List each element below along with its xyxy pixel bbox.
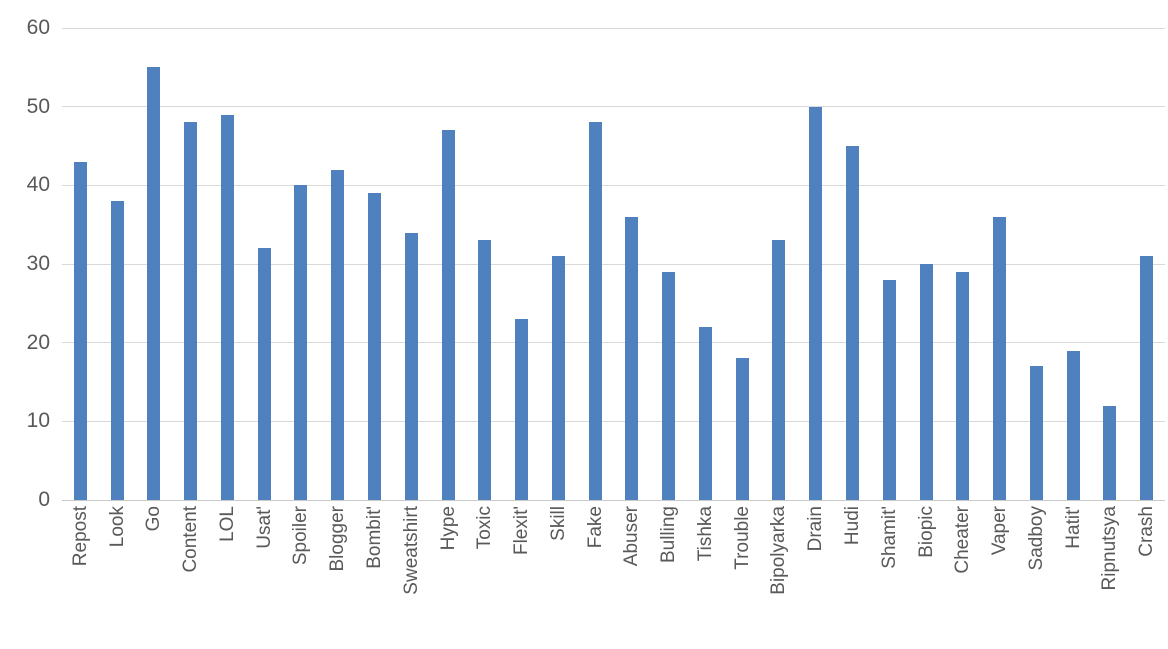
bar [993, 216, 1007, 500]
bar [1066, 350, 1080, 500]
x-tick-label: Usat' [253, 506, 275, 549]
x-tick-label: Hudi [841, 506, 863, 546]
x-tick-label: Skill [547, 506, 569, 541]
x-tick-label: LOL [216, 506, 238, 542]
x-tick-label: Crash [1136, 506, 1158, 557]
bar [1029, 366, 1043, 500]
bar [845, 146, 859, 500]
y-axis: 0 10 20 30 40 50 60 [0, 0, 50, 649]
bar [882, 279, 896, 500]
x-tick-label: Bombit' [364, 506, 386, 569]
bar [515, 319, 529, 500]
x-tick-label: Flexit' [511, 506, 533, 556]
x-axis-line [62, 499, 1165, 501]
y-tick-label: 20 [26, 330, 50, 354]
bar [404, 232, 418, 500]
x-tick-label: Fake [584, 506, 606, 549]
bar [625, 216, 639, 500]
bar [257, 248, 271, 500]
bar [478, 240, 492, 500]
x-tick-label: Bipolyarka [768, 506, 790, 595]
x-tick-label: Hatit' [1062, 506, 1084, 549]
x-axis: Repost Look Go Content LOL Usat' Spoiler Blogge… [62, 506, 1165, 649]
bar [110, 201, 124, 500]
x-tick-label: Spoiler [290, 506, 312, 566]
bar [368, 193, 382, 500]
x-tick-label: Sadboy [1025, 506, 1047, 571]
y-tick-label: 30 [26, 252, 50, 275]
x-tick-label: Tishka [694, 506, 716, 562]
gridline [62, 106, 1165, 108]
x-tick-label: Go [143, 506, 165, 532]
x-tick-label: Shamit' [878, 506, 900, 569]
x-tick-label: Toxic [474, 506, 496, 550]
x-tick-label: Blogger [327, 506, 349, 572]
y-tick-label: 10 [26, 409, 50, 433]
x-tick-label: Biopic [915, 506, 937, 558]
bar [73, 161, 87, 500]
x-tick-label: Ripnutsya [1099, 506, 1121, 591]
x-tick-label: Vaper [989, 506, 1011, 556]
gridline [62, 184, 1165, 186]
bar [588, 122, 602, 500]
y-tick-label: 50 [26, 94, 50, 118]
gridline [62, 27, 1165, 29]
bar [331, 169, 345, 500]
bar [551, 256, 565, 500]
gridline [62, 263, 1165, 265]
plot-area [62, 27, 1165, 501]
x-tick-label: Content [180, 506, 202, 573]
bar [919, 264, 933, 500]
y-tick-label: 0 [38, 488, 50, 511]
x-tick-label: Cheater [952, 506, 974, 574]
bar [294, 185, 308, 500]
x-tick-label: Repost [69, 506, 91, 567]
bar [1140, 256, 1154, 500]
gridline [62, 342, 1165, 344]
bar [220, 114, 234, 500]
bar [147, 67, 161, 500]
x-tick-label: Look [106, 506, 128, 548]
bar [772, 240, 786, 500]
x-tick-label: Hype [437, 506, 459, 551]
x-tick-label: Bulling [658, 506, 680, 564]
bar [1103, 405, 1117, 500]
x-tick-label: Trouble [731, 506, 753, 570]
x-tick-label: Abuser [621, 506, 643, 567]
gridline [62, 420, 1165, 422]
bar [441, 130, 455, 500]
x-tick-label: Drain [805, 506, 827, 552]
bar [956, 271, 970, 500]
bar [735, 358, 749, 500]
bar [809, 106, 823, 500]
bar [184, 122, 198, 500]
y-tick-label: 40 [26, 173, 50, 197]
bar [698, 326, 712, 500]
bar [662, 271, 676, 500]
x-tick-label: Sweatshirt [400, 506, 422, 595]
y-tick-label: 60 [26, 16, 50, 39]
